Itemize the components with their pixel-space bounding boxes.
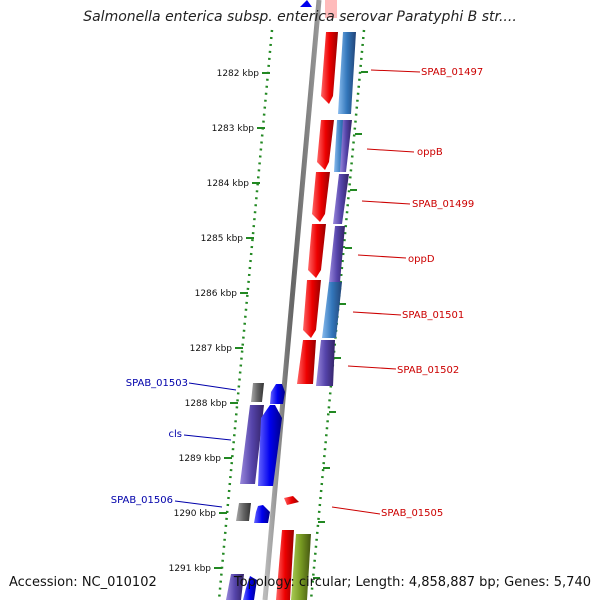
label-spab-01502[interactable]: SPAB_01502 xyxy=(397,365,459,376)
ring-block-4[interactable] xyxy=(333,174,349,224)
ruler-inner-dotted xyxy=(217,29,274,600)
label-cls[interactable]: cls xyxy=(169,429,183,440)
gene-spab-01502[interactable] xyxy=(297,340,316,384)
gene-oppd[interactable] xyxy=(308,224,326,278)
genome-backbone xyxy=(262,0,322,600)
ring-block-1[interactable] xyxy=(338,32,356,114)
label-spab-01497[interactable]: SPAB_01497 xyxy=(421,67,483,78)
gene-spab-01506[interactable] xyxy=(254,505,270,523)
tick-label-1287: 1287 kbp xyxy=(190,344,233,354)
tick-label-1285: 1285 kbp xyxy=(201,234,244,244)
forward-genes xyxy=(276,32,338,600)
gene-oppb[interactable] xyxy=(317,120,334,170)
tick-label-1289: 1289 kbp xyxy=(179,454,222,464)
ring-features xyxy=(291,32,356,600)
ring-block-green[interactable] xyxy=(291,534,311,600)
gene-spab-01501[interactable] xyxy=(303,280,321,338)
ring-block-3[interactable] xyxy=(340,120,352,172)
leader-lines-left xyxy=(174,382,237,508)
label-spab-01501[interactable]: SPAB_01501 xyxy=(402,310,464,321)
gene-spab-01506-gray[interactable] xyxy=(236,503,251,521)
gene-cls[interactable] xyxy=(258,405,282,486)
ruler-ticks-outer xyxy=(313,71,368,579)
tick-label-1283: 1283 kbp xyxy=(212,124,255,134)
gene-spab-01497[interactable] xyxy=(321,32,338,104)
ruler-outer-dotted xyxy=(309,29,366,600)
feature-top-blue[interactable] xyxy=(300,0,312,7)
gene-bottom-blue[interactable] xyxy=(243,576,257,600)
leader-lines-right xyxy=(331,69,421,515)
label-spab-01505[interactable]: SPAB_01505 xyxy=(381,508,443,519)
gene-spab-01505[interactable] xyxy=(284,496,299,505)
accession-text: Accession: NC_010102 xyxy=(9,575,157,590)
tick-label-1288: 1288 kbp xyxy=(185,399,228,409)
label-spab-01503[interactable]: SPAB_01503 xyxy=(126,378,188,389)
tick-label-1290: 1290 kbp xyxy=(174,509,217,519)
ring-block-6[interactable] xyxy=(322,282,342,338)
label-spab-01506[interactable]: SPAB_01506 xyxy=(111,495,173,506)
feature-top-pink[interactable] xyxy=(325,0,337,18)
genome-summary-text: Topology: circular; Length: 4,858,887 bp… xyxy=(233,575,591,590)
gene-spab-01503[interactable] xyxy=(270,384,285,404)
map-title: Salmonella enterica subsp. enterica sero… xyxy=(83,9,517,25)
label-oppd[interactable]: oppD xyxy=(408,254,435,265)
ring-block-5[interactable] xyxy=(329,226,345,282)
label-spab-01499[interactable]: SPAB_01499 xyxy=(412,199,474,210)
gene-bottom-purple[interactable] xyxy=(226,574,244,600)
tick-label-1291: 1291 kbp xyxy=(169,564,212,574)
gene-cls-purple[interactable] xyxy=(240,405,264,484)
tick-label-1282: 1282 kbp xyxy=(217,69,260,79)
label-oppb[interactable]: oppB xyxy=(417,147,443,158)
tick-label-1284: 1284 kbp xyxy=(207,179,250,189)
gene-bottom-red[interactable] xyxy=(276,530,294,600)
reverse-genes xyxy=(226,383,285,600)
ring-block-7[interactable] xyxy=(316,340,335,386)
ruler-ticks xyxy=(214,72,270,569)
gene-spab-01499[interactable] xyxy=(312,172,330,222)
tick-label-1286: 1286 kbp xyxy=(195,289,238,299)
gene-spab-01503-gray[interactable] xyxy=(251,383,264,402)
